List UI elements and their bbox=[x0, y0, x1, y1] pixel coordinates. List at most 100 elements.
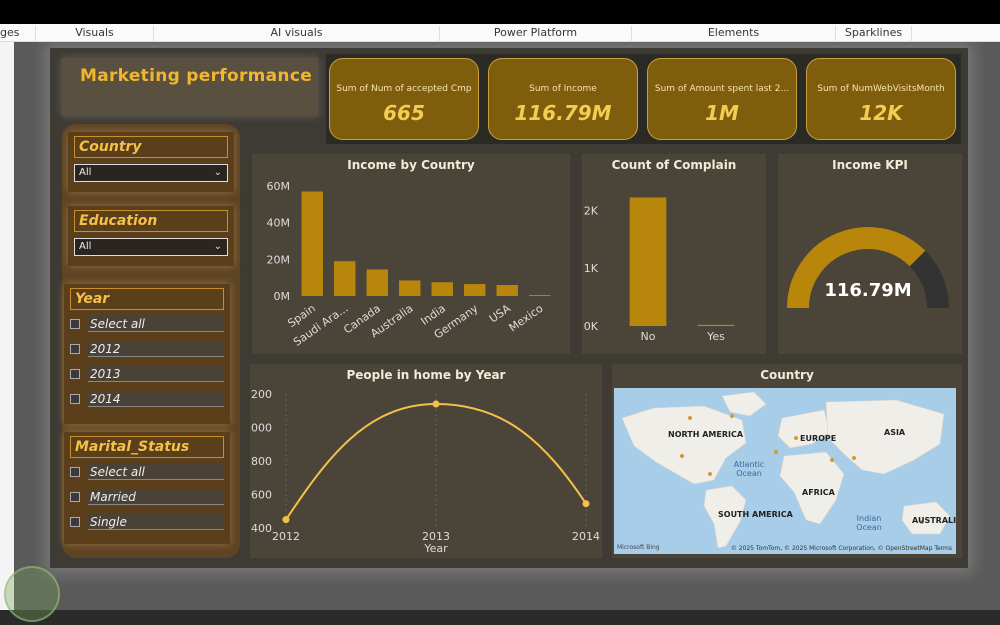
map-point bbox=[852, 456, 856, 460]
slicer-education: Education All ⌄ bbox=[68, 206, 234, 266]
map-credit[interactable]: © 2025 TomTom, © 2025 Microsoft Corporat… bbox=[730, 545, 952, 552]
map-point bbox=[794, 436, 798, 440]
series-line bbox=[285, 403, 587, 521]
option-label: Married bbox=[88, 489, 224, 505]
slicer-option[interactable]: 2013 bbox=[70, 366, 224, 382]
y-tick-label: 1200 bbox=[250, 388, 272, 401]
slicer-option[interactable]: Select all bbox=[70, 464, 224, 480]
map-label-south-america: SOUTH AMERICA bbox=[718, 510, 793, 519]
x-tick-label: Mexico bbox=[507, 302, 546, 335]
gauge-value: 116.79M bbox=[824, 280, 911, 301]
ribbon-group-visuals[interactable]: Visuals bbox=[36, 26, 154, 41]
map-label-asia: ASIA bbox=[884, 428, 906, 437]
visual-title: Income by Country bbox=[347, 158, 475, 172]
bottom-bar bbox=[0, 610, 1000, 625]
income-gauge: 116.79M bbox=[787, 227, 949, 309]
kpi-label: Sum of Num of accepted Cmp bbox=[336, 84, 472, 94]
slicer-year: Year Select all 2012 2013 2014 bbox=[64, 284, 230, 424]
kpi-card-accepted-cmp[interactable]: Sum of Num of accepted Cmp 665 bbox=[329, 58, 479, 140]
x-tick-label: 2012 bbox=[272, 530, 300, 543]
checkbox[interactable] bbox=[70, 394, 80, 404]
map-label-europe: EUROPE bbox=[800, 434, 837, 443]
data-point bbox=[282, 516, 290, 524]
people-in-home-visual[interactable]: People in home by Year 400 600 800 1000 1200… bbox=[250, 364, 602, 558]
checkbox[interactable] bbox=[70, 344, 80, 354]
option-label: Select all bbox=[88, 464, 224, 480]
kpi-card-income[interactable]: Sum of Income 116.79M bbox=[488, 58, 638, 140]
option-label: Select all bbox=[88, 316, 224, 332]
left-strip bbox=[0, 42, 14, 610]
kpi-value: 665 bbox=[383, 101, 425, 125]
slicer-option[interactable]: 2012 bbox=[70, 341, 224, 357]
bar bbox=[496, 285, 518, 296]
slicer-title: Marital_Status bbox=[70, 436, 224, 458]
x-axis-label: Year bbox=[423, 542, 448, 555]
kpi-label: Sum of Amount spent last 2... bbox=[654, 84, 790, 94]
y-tick-label: 60M bbox=[267, 180, 291, 193]
kpi-strip: Sum of Num of accepted Cmp 665 Sum of In… bbox=[326, 54, 961, 144]
ribbon-group-sparklines[interactable]: Sparklines bbox=[836, 26, 912, 41]
slicer-title: Country bbox=[74, 136, 228, 158]
checkbox[interactable] bbox=[70, 517, 80, 527]
ribbon-group[interactable]: ges bbox=[0, 26, 36, 41]
kpi-label: Sum of NumWebVisitsMonth bbox=[817, 84, 945, 94]
option-label: Single bbox=[88, 514, 224, 530]
slicer-option[interactable]: Select all bbox=[70, 316, 224, 332]
kpi-label: Sum of Income bbox=[529, 84, 597, 94]
checkbox[interactable] bbox=[70, 467, 80, 477]
x-tick-label: 2014 bbox=[572, 530, 600, 543]
slicer-option[interactable]: Single bbox=[70, 514, 224, 530]
bar bbox=[399, 280, 421, 296]
y-tick-label: 1K bbox=[584, 262, 599, 275]
y-tick-label: 0K bbox=[584, 320, 599, 333]
y-tick-label: 40M bbox=[267, 217, 291, 230]
slicer-option[interactable]: 2014 bbox=[70, 391, 224, 407]
bar bbox=[464, 284, 486, 296]
chevron-down-icon: ⌄ bbox=[213, 241, 222, 252]
visual-title: People in home by Year bbox=[346, 368, 506, 382]
country-dropdown[interactable]: All ⌄ bbox=[74, 164, 228, 182]
option-label: 2013 bbox=[88, 366, 224, 382]
income-kpi-visual[interactable]: Income KPI 116.79M bbox=[778, 154, 962, 354]
option-label: 2012 bbox=[88, 341, 224, 357]
slicer-title: Year bbox=[70, 288, 224, 310]
map-point bbox=[774, 450, 778, 454]
slicer-marital-status: Marital_Status Select all Married Single bbox=[64, 432, 230, 544]
checkbox[interactable] bbox=[70, 492, 80, 502]
count-of-complain-visual[interactable]: Count of Complain 0K 1K 2K No Yes bbox=[582, 154, 766, 354]
map-label-north-america: NORTH AMERICA bbox=[668, 430, 744, 439]
ribbon-group-elements[interactable]: Elements bbox=[632, 26, 836, 41]
kpi-value: 12K bbox=[859, 101, 903, 125]
world-map[interactable]: NORTH AMERICA EUROPE ASIA AFRICA SOUTH A… bbox=[614, 388, 956, 554]
bar bbox=[301, 191, 323, 296]
y-tick-label: 20M bbox=[267, 253, 291, 266]
ribbon-group-power-platform[interactable]: Power Platform bbox=[440, 26, 632, 41]
slicer-panel: Country All ⌄ Education All ⌄ Year Selec… bbox=[62, 124, 240, 558]
x-tick-label: 2013 bbox=[422, 530, 450, 543]
map-label-indian: Indian Ocean bbox=[856, 514, 882, 532]
visual-title: Country bbox=[760, 368, 814, 382]
map-point bbox=[830, 458, 834, 462]
ribbon-group-ai-visuals[interactable]: AI visuals bbox=[154, 26, 440, 41]
bar bbox=[697, 324, 735, 326]
option-label: 2014 bbox=[88, 391, 224, 407]
slicer-option[interactable]: Married bbox=[70, 489, 224, 505]
y-tick-label: 2K bbox=[584, 204, 599, 217]
kpi-card-web-visits[interactable]: Sum of NumWebVisitsMonth 12K bbox=[806, 58, 956, 140]
bar bbox=[629, 197, 667, 326]
kpi-card-amount-spent[interactable]: Sum of Amount spent last 2... 1M bbox=[647, 58, 797, 140]
gauge-fill bbox=[787, 227, 926, 309]
kpi-value: 1M bbox=[705, 101, 739, 125]
channel-logo-icon bbox=[4, 566, 60, 622]
slicer-title: Education bbox=[74, 210, 228, 232]
bing-logo: Microsoft Bing bbox=[617, 544, 660, 551]
y-tick-label: 400 bbox=[251, 522, 272, 535]
map-label-atlantic: Atlantic Ocean bbox=[733, 460, 765, 478]
checkbox[interactable] bbox=[70, 319, 80, 329]
visual-title: Count of Complain bbox=[611, 158, 737, 172]
education-dropdown[interactable]: All ⌄ bbox=[74, 238, 228, 256]
dashboard-title: Marketing performance bbox=[80, 66, 313, 86]
checkbox[interactable] bbox=[70, 369, 80, 379]
income-by-country-visual[interactable]: Income by Country 0M 20M 40M 60M Spain Saudi … bbox=[252, 154, 570, 354]
